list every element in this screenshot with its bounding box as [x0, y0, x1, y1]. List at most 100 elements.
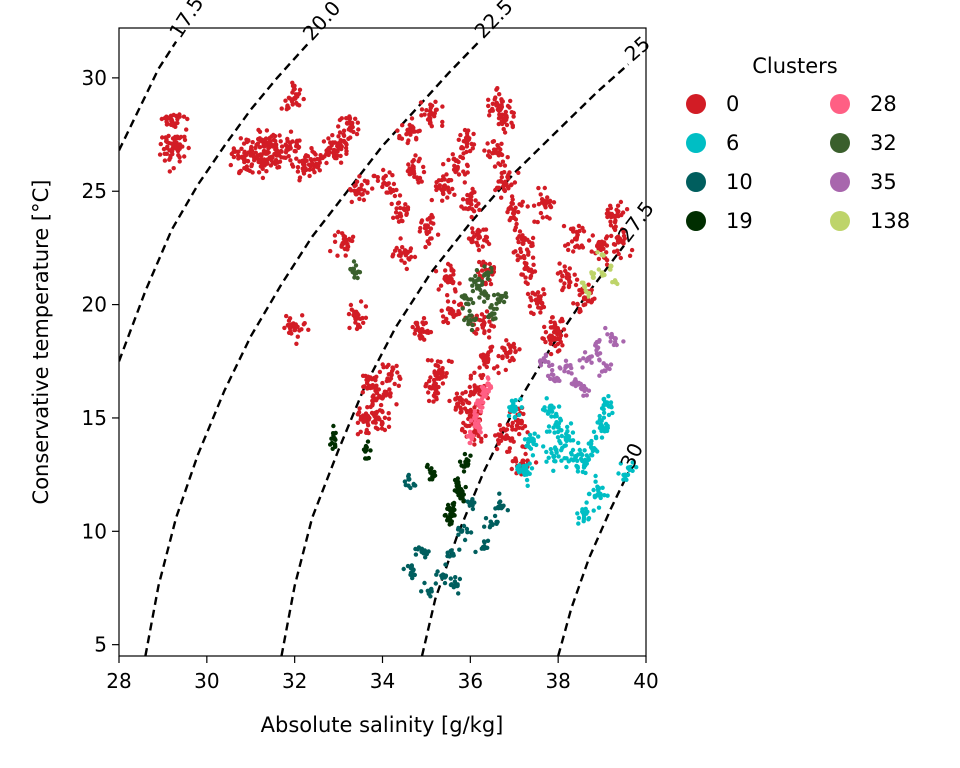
cloud-point: [343, 141, 349, 146]
cloud-point: [274, 148, 280, 153]
data-point: [432, 385, 438, 392]
y-tick-label: 10: [82, 519, 107, 543]
cloud-point: [328, 248, 333, 254]
data-point: [480, 390, 487, 396]
cloud-point: [409, 254, 414, 260]
legend-label: 19: [726, 209, 753, 233]
cloud-point: [520, 199, 525, 204]
data-point: [564, 435, 570, 441]
cloud-point: [396, 383, 401, 388]
cloud-point: [340, 231, 345, 236]
data-point: [485, 270, 491, 276]
cloud-point: [460, 426, 465, 432]
cloud-point: [467, 384, 472, 390]
cloud-point: [409, 116, 415, 121]
cloud-point: [269, 158, 274, 163]
cloud-point: [591, 429, 597, 434]
cloud-point: [499, 170, 504, 176]
cloud-point: [548, 204, 554, 210]
cloud-point: [523, 262, 529, 267]
cloud-point: [170, 151, 175, 157]
cloud-point: [393, 210, 399, 215]
cloud-point: [423, 244, 428, 250]
cloud-point: [613, 224, 618, 229]
cloud-point: [490, 151, 495, 156]
data-point: [410, 567, 416, 573]
cloud-point: [470, 207, 475, 212]
cloud-point: [618, 461, 623, 466]
cloud-point: [288, 129, 294, 134]
density-contour-line: [119, 40, 178, 151]
cloud-point: [605, 207, 610, 213]
cloud-point: [384, 389, 389, 395]
cloud-point: [337, 117, 343, 123]
cloud-point: [343, 145, 349, 151]
density-contour-line: [557, 471, 630, 656]
cloud-point: [548, 333, 553, 338]
data-point: [467, 413, 473, 419]
cloud-point: [170, 136, 176, 141]
cloud-point: [248, 147, 254, 152]
data-point: [248, 152, 254, 158]
cloud-point: [361, 320, 366, 325]
cloud-point: [527, 304, 532, 309]
density-contour-label: 25: [620, 31, 655, 66]
cloud-point: [578, 381, 583, 387]
cloud-point: [474, 268, 480, 273]
cloud-point: [260, 175, 266, 181]
cloud-point: [533, 460, 539, 465]
cloud-point: [608, 362, 614, 367]
data-point: [507, 349, 513, 355]
data-point: [520, 458, 526, 464]
cloud-point: [286, 154, 291, 159]
cloud-point: [542, 291, 547, 297]
cloud-point: [468, 418, 474, 423]
data-point: [511, 209, 517, 215]
data-point: [533, 297, 539, 303]
cloud-point: [477, 295, 482, 300]
cloud-point: [490, 101, 495, 107]
cloud-point: [620, 227, 625, 232]
cloud-point: [589, 360, 594, 365]
data-point: [485, 356, 491, 362]
cloud-point: [558, 416, 563, 421]
cloud-point: [286, 105, 291, 111]
data-point: [603, 363, 610, 369]
x-tick-label: 38: [545, 669, 570, 693]
cloud-point: [440, 123, 445, 128]
cloud-point: [299, 327, 304, 332]
cloud-point: [313, 152, 318, 157]
data-point: [595, 243, 601, 249]
data-point: [489, 311, 495, 317]
cloud-point: [301, 96, 306, 102]
cloud-point: [324, 160, 329, 166]
cloud-point: [478, 353, 484, 358]
cloud-point: [580, 365, 585, 370]
cloud-point: [430, 215, 435, 220]
cloud-point: [516, 170, 521, 175]
cloud-point: [513, 459, 519, 464]
cloud-point: [508, 98, 513, 104]
cloud-point: [548, 404, 554, 409]
cloud-point: [499, 175, 504, 180]
cloud-point: [562, 369, 567, 374]
legend-item-19: 19: [686, 209, 753, 233]
cloud-point: [522, 437, 528, 442]
cloud-point: [494, 87, 499, 92]
data-point: [529, 438, 535, 444]
y-tick-label: 5: [94, 633, 107, 657]
cloud-point: [535, 219, 540, 225]
cloud-point: [452, 287, 458, 292]
legend-item-10: 10: [686, 170, 753, 194]
cloud-point: [445, 506, 450, 511]
cloud-point: [474, 240, 479, 245]
cloud-point: [469, 313, 474, 318]
data-point: [480, 290, 487, 296]
cloud-point: [317, 168, 322, 173]
series-6: [511, 401, 632, 516]
cloud-point: [322, 154, 327, 159]
cloud-point: [484, 235, 490, 240]
cloud-point: [596, 256, 602, 262]
cloud-point: [449, 266, 454, 272]
cloud-point: [477, 283, 482, 289]
